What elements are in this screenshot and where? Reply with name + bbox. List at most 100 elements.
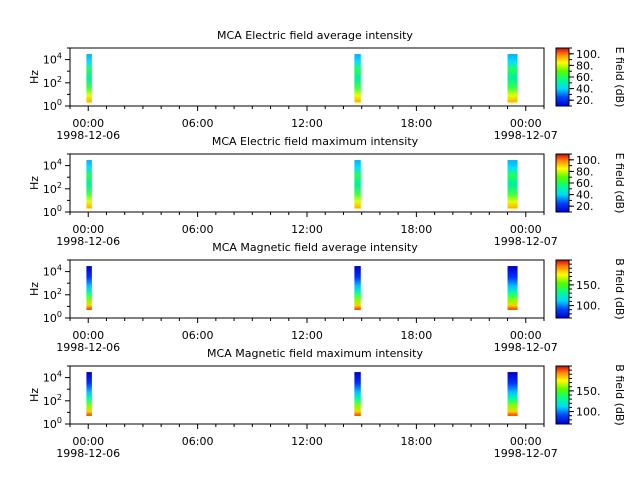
panel-title: MCA Magnetic field maximum intensity — [207, 347, 423, 360]
x-tick-label: 00:00 — [510, 223, 542, 236]
colorbar-tick-label: 150. — [576, 385, 601, 398]
x-tick-label: 00:00 — [72, 223, 104, 236]
x-tick-label: 06:00 — [182, 117, 214, 130]
spectrogram-block — [86, 372, 92, 416]
colorbar-tick-label: 80. — [576, 59, 594, 72]
y-tick-label: 100 — [43, 204, 62, 219]
x-date-label: 1998-12-06 — [56, 341, 120, 354]
plot-frame — [69, 365, 545, 425]
y-axis-label: Hz — [28, 282, 41, 296]
panel-4: MCA Magnetic field maximum intensity 00:0… — [28, 347, 626, 460]
x-tick-label: 12:00 — [291, 435, 323, 448]
y-tick-base: 10 — [43, 183, 57, 196]
colorbar-tick-label: 100. — [576, 300, 601, 313]
spectrogram-block — [354, 372, 361, 416]
colorbar — [555, 153, 570, 213]
colorbar-tick-label: 80. — [576, 165, 594, 178]
x-tick-label: 18:00 — [401, 223, 433, 236]
y-tick-exponent: 2 — [57, 287, 62, 296]
y-tick-base: 10 — [43, 372, 57, 385]
y-tick-exponent: 4 — [57, 370, 62, 379]
colorbar — [555, 365, 570, 425]
colorbar — [555, 259, 570, 319]
colorbar-tick-label: 20. — [576, 200, 594, 213]
y-tick-base: 10 — [43, 418, 57, 431]
colorbar-label: B field (dB) — [613, 258, 626, 319]
spectrogram-block — [507, 372, 518, 416]
colorbar-label: B field (dB) — [613, 364, 626, 425]
x-tick-label: 00:00 — [510, 117, 542, 130]
x-tick-label: 00:00 — [72, 117, 104, 130]
plot-frame — [69, 259, 545, 319]
y-tick-label: 102 — [43, 287, 62, 302]
y-tick-base: 10 — [43, 312, 57, 325]
y-tick-exponent: 0 — [57, 204, 62, 213]
y-tick-label: 100 — [43, 310, 62, 325]
y-tick-label: 102 — [43, 181, 62, 196]
x-tick-label: 12:00 — [291, 329, 323, 342]
x-date-label: 1998-12-07 — [494, 129, 558, 142]
colorbar-tick-label: 60. — [576, 177, 594, 190]
y-tick-exponent: 4 — [57, 158, 62, 167]
x-tick-label: 12:00 — [291, 223, 323, 236]
y-axis-label: Hz — [28, 70, 41, 84]
y-tick-label: 104 — [43, 52, 62, 67]
y-axis-label: Hz — [28, 176, 41, 190]
x-tick-label: 00:00 — [510, 329, 542, 342]
x-tick-label: 00:00 — [72, 329, 104, 342]
spectrogram-block — [354, 160, 361, 209]
y-tick-label: 104 — [43, 264, 62, 279]
y-tick-base: 10 — [43, 266, 57, 279]
y-tick-label: 104 — [43, 370, 62, 385]
y-tick-exponent: 2 — [57, 75, 62, 84]
spectrogram-block — [354, 54, 361, 103]
y-tick-exponent: 0 — [57, 310, 62, 319]
spectrogram-block — [507, 160, 518, 209]
x-date-label: 1998-12-07 — [494, 235, 558, 248]
x-date-label: 1998-12-06 — [56, 447, 120, 460]
x-tick-label: 12:00 — [291, 117, 323, 130]
spectrogram-block — [354, 266, 361, 310]
y-tick-exponent: 4 — [57, 264, 62, 273]
y-tick-base: 10 — [43, 289, 57, 302]
x-date-label: 1998-12-07 — [494, 447, 558, 460]
y-tick-label: 104 — [43, 158, 62, 173]
x-tick-label: 00:00 — [72, 435, 104, 448]
panel-title: MCA Electric field average intensity — [217, 29, 413, 42]
colorbar-tick-label: 100. — [576, 154, 601, 167]
y-tick-exponent: 0 — [57, 416, 62, 425]
colorbar-tick-label: 60. — [576, 71, 594, 84]
x-tick-label: 06:00 — [182, 329, 214, 342]
y-tick-label: 102 — [43, 393, 62, 408]
x-tick-label: 18:00 — [401, 329, 433, 342]
spectrogram-block — [86, 54, 92, 103]
y-tick-base: 10 — [43, 395, 57, 408]
colorbar-tick-label: 40. — [576, 83, 594, 96]
panel-title: MCA Electric field maximum intensity — [212, 135, 419, 148]
colorbar-tick-label: 100. — [576, 406, 601, 419]
y-tick-exponent: 2 — [57, 181, 62, 190]
panel-1: MCA Electric field average intensity 00:0… — [28, 29, 626, 142]
y-tick-label: 100 — [43, 98, 62, 113]
x-tick-label: 18:00 — [401, 117, 433, 130]
x-date-label: 1998-12-06 — [56, 129, 120, 142]
colorbar-label: E field (dB) — [613, 47, 626, 108]
y-tick-label: 100 — [43, 416, 62, 431]
colorbar-tick-label: 100. — [576, 48, 601, 61]
y-tick-exponent: 2 — [57, 393, 62, 402]
panel-title: MCA Magnetic field average intensity — [212, 241, 418, 254]
colorbar-tick-label: 150. — [576, 279, 601, 292]
spectrogram-block — [86, 266, 92, 310]
plot-frame — [69, 153, 545, 213]
y-tick-label: 102 — [43, 75, 62, 90]
y-tick-exponent: 4 — [57, 52, 62, 61]
spectrogram-block — [507, 266, 518, 310]
y-axis-label: Hz — [28, 388, 41, 402]
y-tick-base: 10 — [43, 77, 57, 90]
x-tick-label: 00:00 — [510, 435, 542, 448]
y-tick-exponent: 0 — [57, 98, 62, 107]
spectrogram-block — [507, 54, 518, 103]
y-tick-base: 10 — [43, 54, 57, 67]
x-date-label: 1998-12-06 — [56, 235, 120, 248]
